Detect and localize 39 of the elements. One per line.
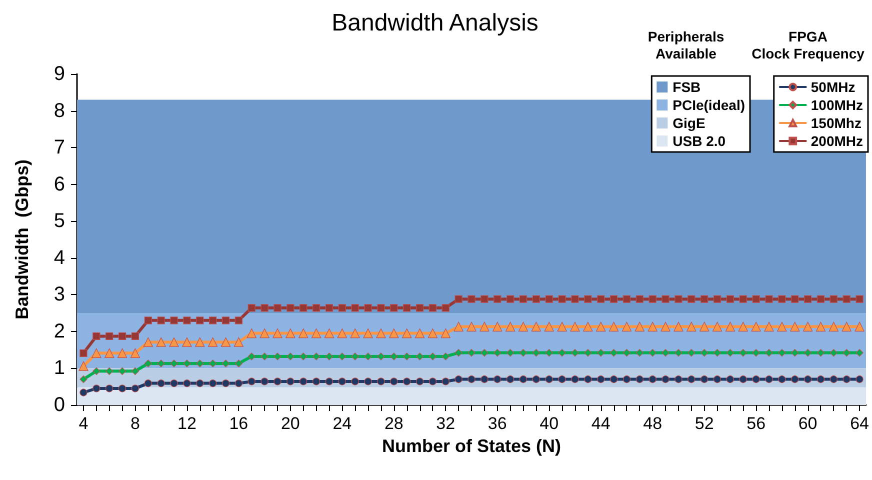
x-tick-label: 12 (177, 414, 196, 433)
legend-label: 150Mhz (810, 115, 862, 131)
text: FPGA Clock Frequency (752, 28, 865, 62)
y-tick-label: 2 (54, 320, 65, 342)
x-tick-label: 60 (798, 414, 818, 433)
y-tick-label: 8 (54, 100, 65, 122)
x-tick-label: 20 (280, 414, 300, 433)
y-tick-label: 6 (54, 173, 65, 196)
y-tick-label: 9 (54, 63, 65, 85)
legend-label: PCIe(ideal) (672, 97, 746, 113)
legend-label: 50MHz (810, 79, 856, 95)
x-tick-label: 56 (746, 414, 766, 433)
x-tick-label: 44 (591, 414, 610, 433)
text: Peripherals Available (648, 28, 724, 62)
x-tick-label: 36 (488, 414, 507, 433)
x-axis-title: Number of States (N) (382, 436, 562, 456)
chart-title: Bandwidth Analysis (332, 10, 538, 36)
x-tick-label: 16 (229, 414, 248, 433)
y-axis-title: Bandwidth (Gbps) (12, 160, 32, 320)
x-tick-label: 4 (78, 414, 88, 433)
x-tick-label: 8 (130, 414, 140, 433)
x-tick-label: 48 (643, 414, 662, 433)
legend-label: 100MHz (810, 97, 864, 113)
x-tick-label: 24 (332, 414, 352, 433)
x-tick-label: 28 (384, 414, 404, 433)
x-tick-label: 52 (694, 414, 714, 433)
y-tick-label: 1 (54, 357, 65, 380)
legend-label: FSB (672, 79, 701, 95)
legend-label: USB 2.0 (672, 133, 726, 149)
y-tick-label: 4 (54, 246, 65, 269)
y-tick-label: 0 (54, 394, 65, 416)
x-tick-label: 64 (850, 414, 870, 433)
legend-label: GigE (672, 115, 706, 131)
y-tick-label: 3 (54, 284, 65, 306)
legend-label: 200MHz (810, 133, 864, 149)
x-tick-label: 32 (436, 414, 456, 433)
y-tick-label: 7 (54, 136, 65, 159)
x-tick-label: 40 (540, 414, 559, 433)
y-tick-label: 5 (54, 210, 65, 232)
